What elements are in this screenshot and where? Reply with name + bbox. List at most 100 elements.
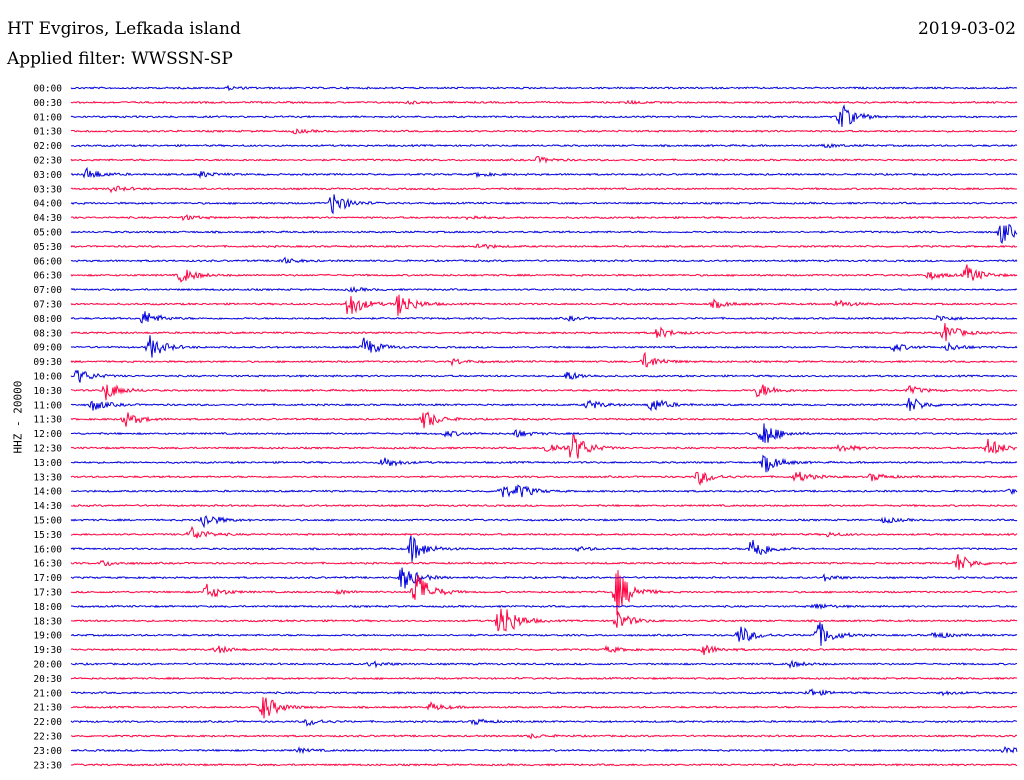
trace-row	[70, 567, 1018, 589]
row-time-label: 17:00	[33, 573, 62, 584]
row-time-label: 23:30	[33, 760, 62, 771]
row-time-label: 19:30	[33, 645, 62, 656]
trace-row	[70, 166, 1018, 180]
trace-row	[70, 525, 1018, 539]
row-time-label: 08:30	[33, 328, 62, 339]
row-time-label: 04:00	[33, 199, 62, 210]
trace-row	[70, 128, 1017, 135]
row-time-label: 02:00	[33, 141, 62, 152]
row-time-label: 07:30	[33, 300, 62, 311]
row-time-label: 14:00	[33, 487, 62, 498]
trace-row	[70, 471, 1018, 486]
row-time-label: 10:00	[33, 372, 62, 383]
trace-row	[70, 688, 1018, 697]
row-time-label: 03:30	[33, 184, 62, 195]
trace-row	[70, 676, 1018, 681]
trace-row	[70, 535, 1018, 562]
row-time-label: 05:00	[33, 228, 62, 239]
row-time-label: 19:00	[33, 631, 62, 642]
trace-row	[70, 515, 1018, 529]
trace-row	[70, 311, 1018, 324]
row-time-label: 12:00	[33, 429, 62, 440]
trace-row	[70, 454, 1018, 473]
trace-row	[70, 142, 1018, 149]
trace-row	[70, 384, 1018, 401]
row-time-label: 22:30	[33, 732, 62, 743]
trace-row	[70, 423, 1018, 443]
trace-row	[70, 194, 1018, 215]
row-time-label: 23:00	[33, 746, 62, 757]
row-time-label: 09:30	[33, 357, 62, 368]
station-title: HT Evgiros, Lefkada island	[7, 19, 241, 39]
row-time-label: 10:30	[33, 386, 62, 397]
filter-label: Applied filter: WWSSN-SP	[7, 49, 233, 69]
trace-row	[70, 697, 1018, 719]
row-time-label: 11:30	[33, 415, 62, 426]
trace-row	[70, 608, 1018, 632]
row-time-label: 17:30	[33, 588, 62, 599]
row-time-label: 13:00	[33, 458, 62, 469]
trace-row	[70, 294, 1018, 316]
row-time-label: 11:00	[33, 400, 62, 411]
trace-row	[70, 84, 1018, 92]
trace-row	[70, 659, 1018, 670]
trace-row	[70, 622, 1018, 646]
trace-row	[70, 570, 1018, 616]
trace-row	[70, 185, 1018, 194]
trace-row	[70, 411, 1018, 429]
trace-row	[70, 155, 1018, 164]
row-time-label: 21:00	[33, 688, 62, 699]
row-time-label: 05:30	[33, 242, 62, 253]
row-time-label: 00:30	[33, 98, 62, 109]
trace-row	[70, 644, 1018, 656]
row-time-label: 06:00	[33, 256, 62, 267]
trace-row	[70, 256, 1018, 264]
trace-row	[70, 243, 1018, 250]
row-time-label: 09:00	[33, 343, 62, 354]
row-time-label: 06:30	[33, 271, 62, 282]
trace-row	[70, 718, 1018, 727]
trace-row	[71, 484, 1018, 498]
row-time-label: 03:00	[33, 170, 62, 181]
trace-row	[70, 104, 1018, 127]
row-time-label: 22:00	[33, 717, 62, 728]
row-time-label: 00:00	[33, 84, 62, 95]
row-time-label: 04:30	[33, 213, 62, 224]
trace-row	[70, 323, 1018, 342]
row-time-label: 07:00	[33, 285, 62, 296]
trace-row	[70, 434, 1018, 459]
trace-row	[70, 369, 1018, 383]
row-time-label: 15:30	[33, 530, 62, 541]
row-time-label: 15:00	[33, 516, 62, 527]
trace-row	[70, 397, 1018, 412]
row-time-label: 20:00	[33, 660, 62, 671]
trace-row	[70, 335, 1018, 358]
trace-row	[70, 553, 1018, 570]
row-time-label: 08:00	[33, 314, 62, 325]
trace-row	[70, 745, 1018, 755]
trace-row	[70, 285, 1018, 293]
trace-row	[70, 603, 1018, 610]
row-time-label: 18:30	[33, 616, 62, 627]
row-time-label: 18:00	[33, 602, 62, 613]
trace-row	[70, 264, 1018, 283]
trace-row	[70, 351, 1018, 368]
row-time-label: 02:30	[33, 156, 62, 167]
row-time-label: 16:00	[33, 544, 62, 555]
row-time-label: 12:30	[33, 444, 62, 455]
trace-row	[70, 214, 1018, 222]
row-time-label: 14:30	[33, 501, 62, 512]
row-time-label: 21:30	[33, 703, 62, 714]
row-time-label: 20:30	[33, 674, 62, 685]
date-label: 2019-03-02	[917, 19, 1016, 39]
row-time-label: 13:30	[33, 472, 62, 483]
trace-row	[70, 763, 1018, 767]
trace-row	[71, 732, 1018, 740]
trace-row	[70, 99, 1018, 106]
row-time-label: 16:30	[33, 559, 62, 570]
row-time-label: 01:30	[33, 127, 62, 138]
trace-row	[70, 224, 1018, 245]
trace-row	[70, 503, 1018, 508]
row-time-label: 01:00	[33, 112, 62, 123]
